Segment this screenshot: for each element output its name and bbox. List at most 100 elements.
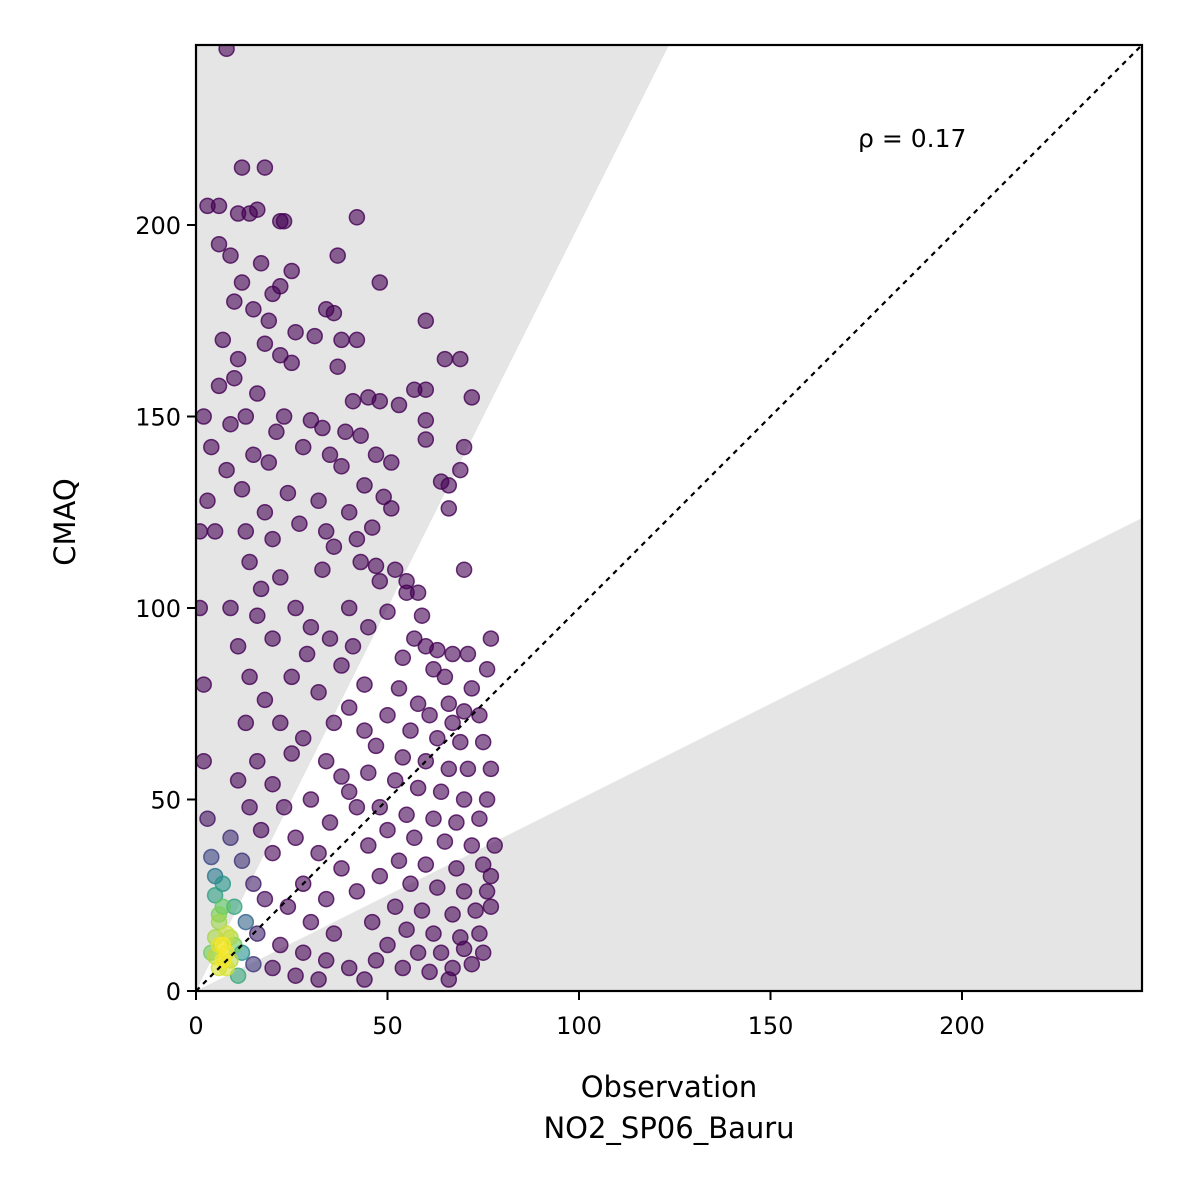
data-point (249, 752, 266, 770)
data-point (222, 829, 239, 847)
data-point (429, 879, 446, 896)
x-tick-label: 50 (372, 1012, 403, 1040)
data-point (455, 561, 473, 578)
data-point (478, 791, 496, 808)
data-point (229, 205, 247, 222)
y-axis-title: CMAQ (48, 478, 82, 565)
data-point (486, 837, 503, 854)
data-point (444, 645, 461, 663)
annotation-rho: ρ = 0.17 (858, 124, 966, 153)
data-point (256, 504, 274, 521)
data-point (371, 867, 389, 885)
data-point (432, 783, 450, 801)
data-point (206, 523, 224, 540)
data-point (210, 913, 228, 931)
data-point (409, 695, 427, 713)
data-point (440, 760, 458, 778)
data-point (203, 848, 220, 866)
data-point (275, 408, 293, 425)
data-point (321, 814, 339, 831)
data-point (317, 523, 335, 540)
data-point (394, 749, 412, 766)
data-point (356, 477, 373, 494)
data-point (279, 898, 297, 915)
data-point (249, 607, 266, 624)
data-point (222, 247, 239, 264)
data-point (409, 779, 427, 797)
data-point (283, 354, 300, 372)
data-point (317, 752, 335, 770)
data-point (471, 925, 488, 942)
data-point (398, 806, 415, 824)
data-point (241, 668, 258, 686)
data-point (325, 538, 343, 555)
data-point (264, 630, 281, 647)
data-point (245, 446, 262, 464)
data-point (252, 255, 270, 272)
data-point (272, 714, 289, 732)
data-points (196, 45, 503, 988)
data-point (287, 967, 304, 984)
data-point (406, 381, 423, 398)
data-point (398, 584, 415, 601)
data-point (371, 572, 389, 590)
data-point (337, 423, 354, 441)
data-point (386, 898, 404, 915)
data-point (348, 209, 366, 226)
data-point (302, 412, 320, 429)
data-point (390, 680, 408, 697)
x-tick-label: 150 (748, 1012, 794, 1040)
data-point (463, 389, 481, 406)
data-point (229, 967, 247, 984)
data-point (402, 875, 419, 893)
data-point (352, 553, 369, 571)
data-point (474, 856, 492, 873)
data-point (425, 810, 442, 827)
data-point (348, 331, 366, 349)
data-point (390, 396, 408, 414)
data-point (222, 599, 239, 617)
data-point (448, 860, 465, 877)
data-point (417, 431, 435, 448)
data-point (260, 312, 278, 330)
data-point (249, 385, 266, 402)
y-tick-label: 0 (166, 978, 181, 1006)
data-point (467, 902, 484, 919)
data-point (264, 530, 281, 548)
data-point (214, 936, 232, 954)
data-point (348, 883, 366, 900)
data-point (218, 45, 235, 58)
data-point (272, 212, 289, 230)
data-point (233, 274, 251, 291)
data-point (260, 454, 278, 471)
data-point (283, 745, 300, 762)
data-point (432, 473, 450, 490)
data-point (196, 523, 209, 540)
y-tick-label: 150 (135, 404, 181, 432)
data-point (287, 323, 304, 341)
data-point (421, 706, 438, 724)
y-axis: 0 50 100 150 200 (135, 212, 196, 1006)
data-point (245, 955, 262, 973)
x-axis-title: Observation (581, 1070, 758, 1104)
data-point (294, 729, 312, 747)
data-point (452, 461, 469, 479)
data-point (452, 929, 469, 946)
data-point (229, 350, 247, 368)
data-point (444, 714, 461, 732)
data-point (417, 638, 435, 655)
data-point (371, 274, 389, 291)
data-point (310, 844, 327, 862)
data-point (279, 484, 297, 502)
data-point (245, 875, 262, 893)
data-point (455, 703, 473, 720)
data-point (409, 944, 427, 961)
data-point (367, 952, 385, 969)
data-point (199, 492, 216, 510)
data-point (425, 925, 442, 942)
data-point (394, 959, 412, 977)
data-point (360, 389, 377, 406)
data-point (229, 772, 247, 789)
data-point (482, 630, 500, 647)
upper-shaded-band (196, 45, 669, 991)
